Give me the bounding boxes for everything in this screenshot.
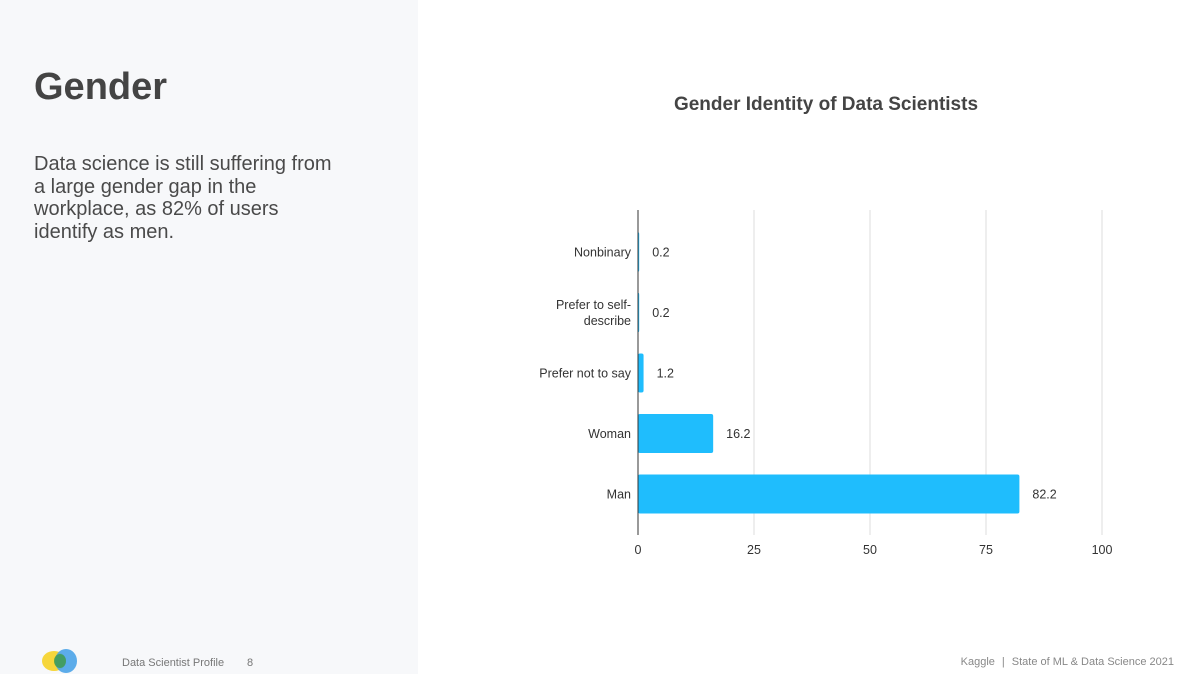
x-tick-label: 75 — [979, 543, 993, 557]
footer-separator: | — [1001, 656, 1005, 668]
category-label: Prefer not to say — [539, 367, 631, 381]
x-tick-label: 0 — [635, 543, 642, 557]
footer-section: Data Scientist Profile — [122, 657, 225, 669]
data-label: 0.2 — [652, 306, 669, 320]
data-label: 1.2 — [657, 367, 674, 381]
page-title: Gender — [34, 66, 168, 108]
chart-title: Gender Identity of Data Scientists — [673, 94, 979, 115]
body-text: Data science is still suffering from a l… — [34, 153, 332, 243]
category-label: Woman — [588, 427, 631, 441]
footer-right: Kaggle | State of ML & Data Science 2021 — [961, 656, 1174, 668]
x-tick-label: 25 — [747, 543, 761, 557]
page-number: 8 — [247, 657, 254, 669]
bar — [638, 353, 644, 393]
kaggle-logo-icon — [42, 649, 77, 673]
category-label: Nonbinary — [574, 246, 632, 260]
data-label: 16.2 — [726, 427, 750, 441]
left-panel: Gender Data science is still suffering f… — [0, 0, 418, 674]
footer-brand: Kaggle — [960, 656, 995, 668]
bar — [638, 414, 714, 453]
category-label: Man — [607, 488, 631, 502]
x-tick-label: 50 — [863, 543, 877, 557]
bar — [638, 474, 1020, 514]
category-label: Prefer to self-describe — [556, 298, 631, 328]
data-label: 0.2 — [652, 246, 669, 260]
footer-report: State of ML & Data Science 2021 — [1011, 656, 1174, 668]
data-label: 82.2 — [1032, 488, 1056, 502]
x-tick-label: 100 — [1092, 543, 1113, 557]
